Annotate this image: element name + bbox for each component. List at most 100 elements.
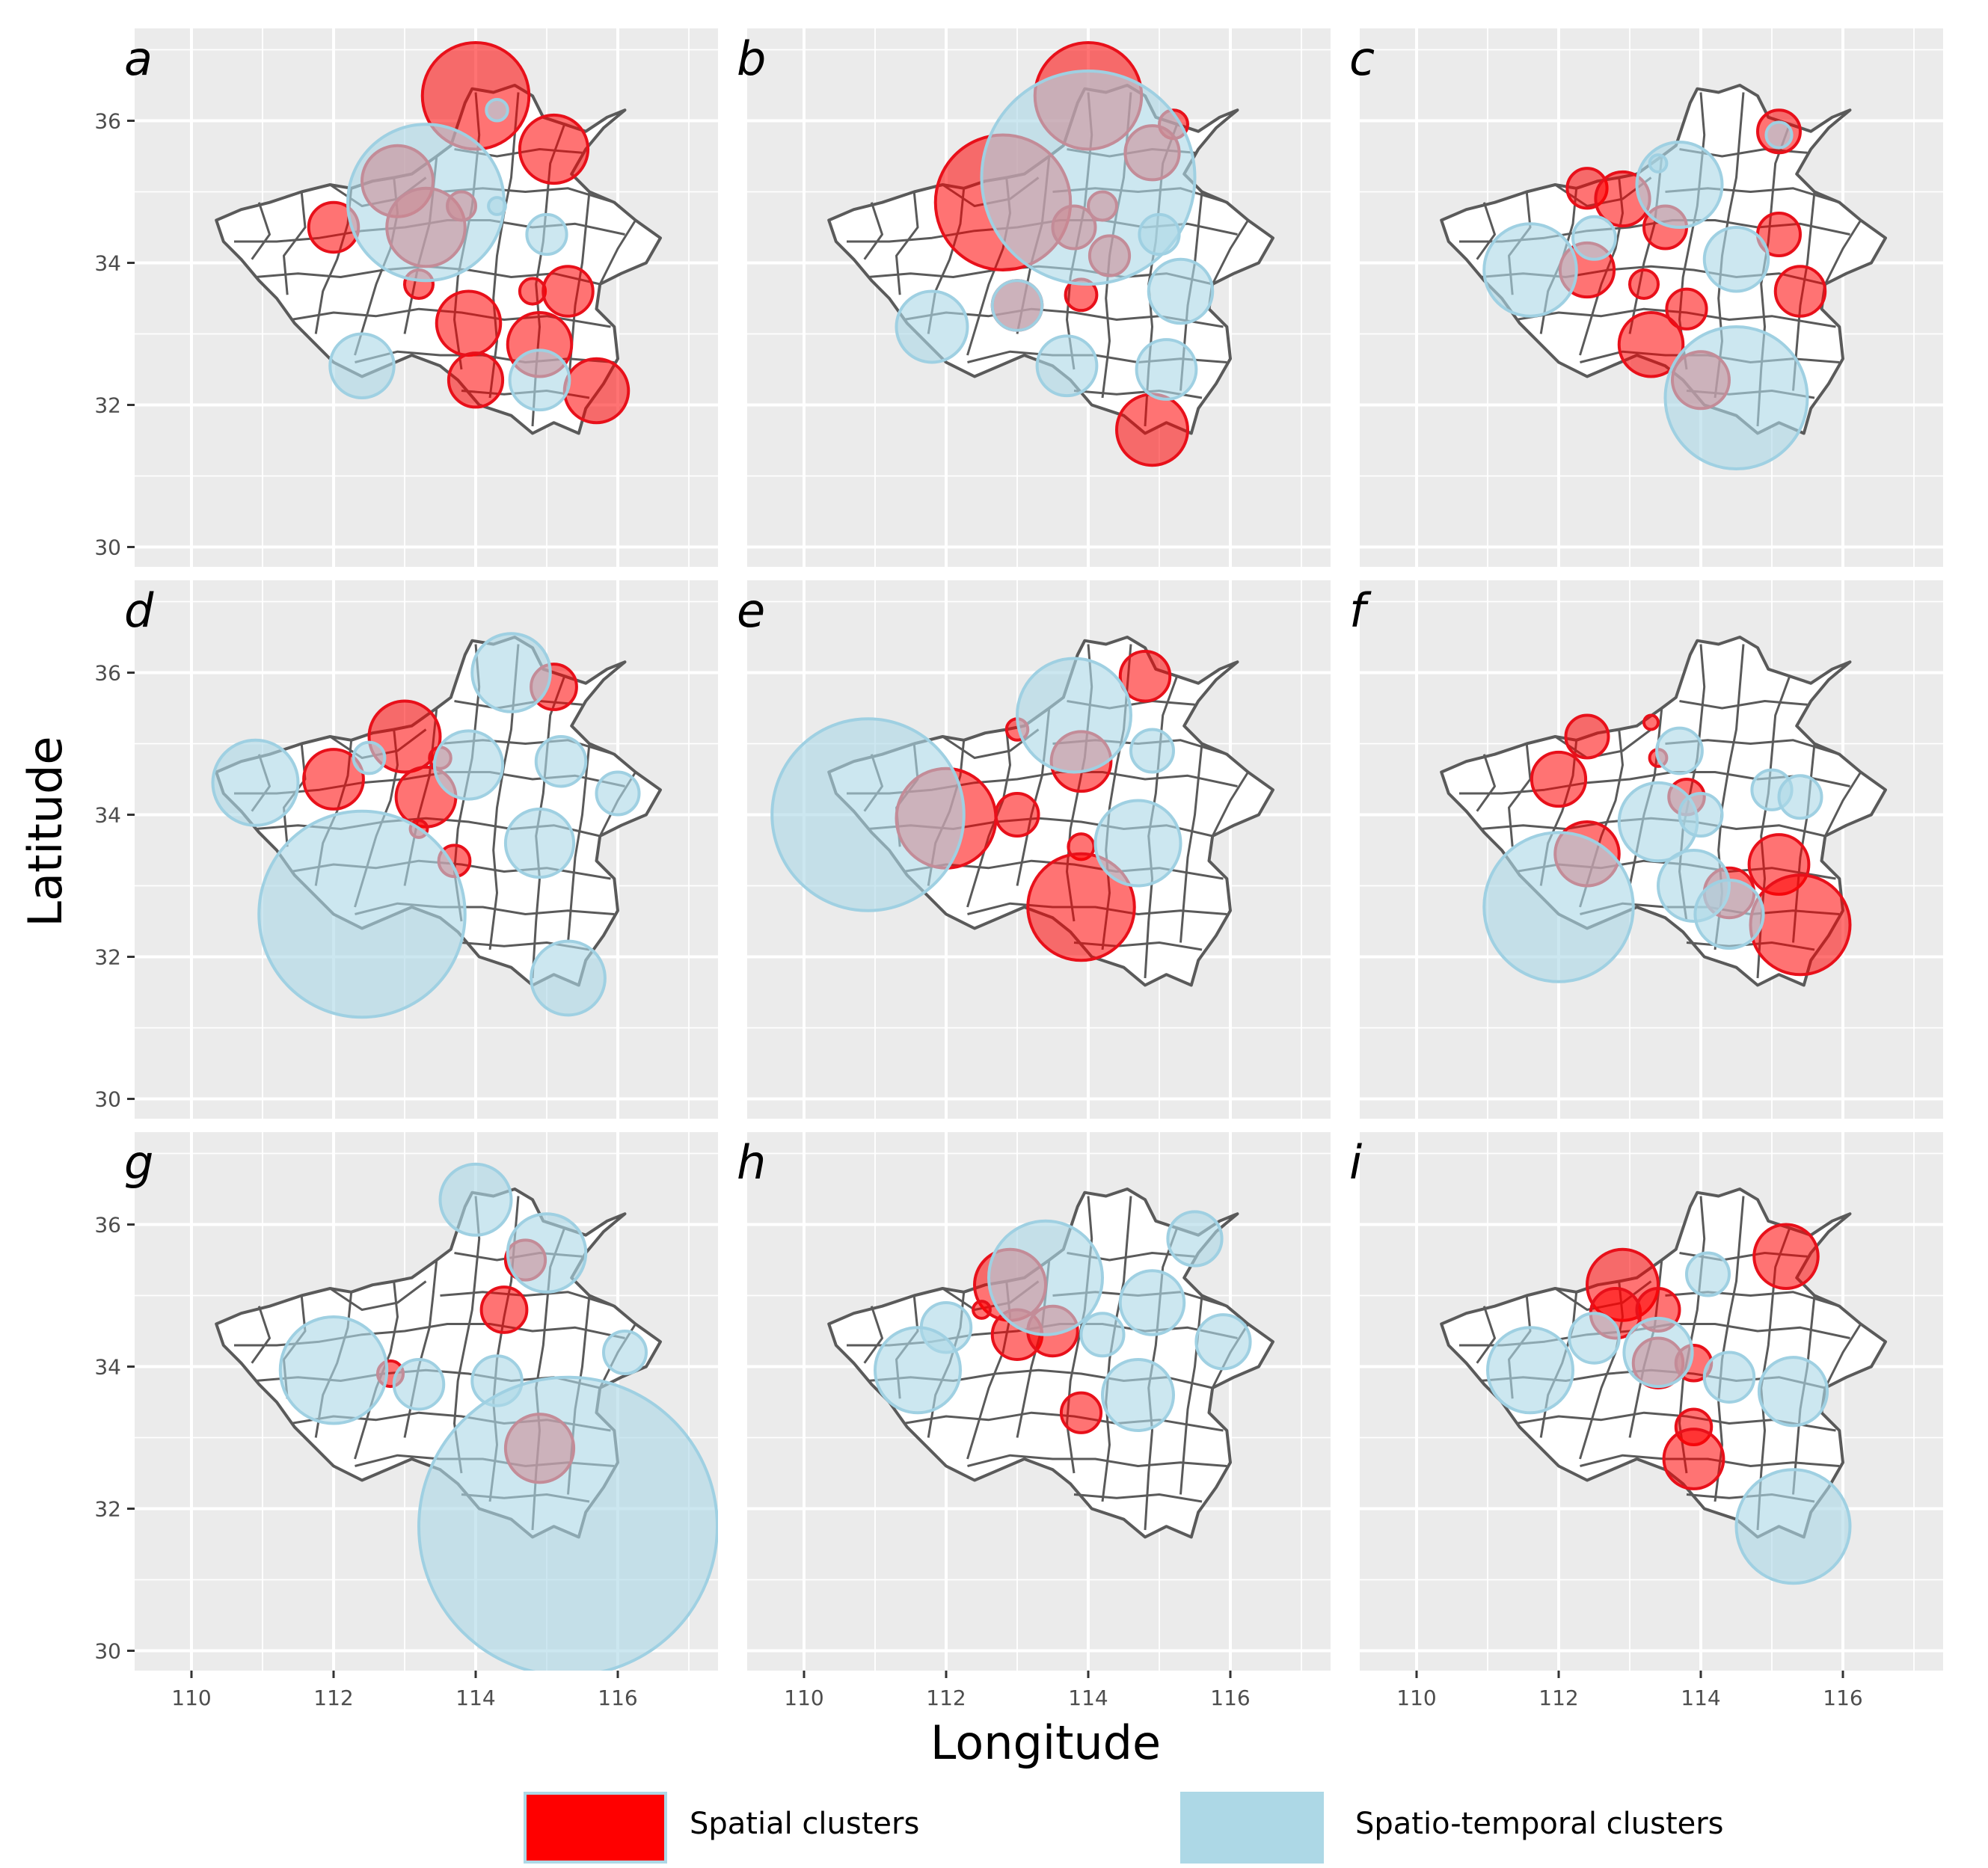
panel-h: h	[737, 1132, 1331, 1671]
spatial-cluster	[1026, 852, 1136, 962]
county-boundary	[967, 1454, 1227, 1467]
spatio-temporal-cluster	[1635, 141, 1724, 229]
panel-content	[1440, 84, 1887, 470]
y-tick-label: 36	[94, 109, 121, 134]
panel-content	[827, 41, 1274, 467]
spatial-cluster	[479, 1285, 529, 1334]
spatio-temporal-cluster	[1648, 153, 1669, 173]
x-tick-label: 110	[784, 1686, 823, 1710]
spatio-temporal-cluster	[1129, 728, 1175, 774]
legend-label-spatio-temporal: Spatio-temporal clusters	[1355, 1807, 1724, 1841]
spatio-temporal-cluster	[1568, 1312, 1621, 1365]
x-tick-label: 116	[1823, 1686, 1862, 1710]
panel-g: g	[124, 1132, 718, 1671]
spatio-temporal-cluster	[1135, 338, 1198, 401]
spatio-temporal-cluster	[530, 939, 607, 1017]
spatial-cluster	[1662, 1428, 1725, 1490]
spatio-temporal-cluster	[1482, 831, 1635, 983]
y-axis-title: Latitude	[18, 736, 73, 927]
spatial-cluster	[518, 277, 547, 306]
map-panels: a b c d e f g h i	[124, 28, 1943, 1671]
spatio-temporal-cluster	[392, 1358, 446, 1411]
spatio-temporal-cluster	[211, 738, 300, 827]
panel-letter: c	[1349, 31, 1375, 86]
county-boundary	[1679, 700, 1808, 710]
spatio-temporal-cluster	[1101, 1358, 1175, 1432]
x-tick-label: 112	[1538, 1686, 1578, 1710]
county-boundary	[1211, 219, 1249, 285]
x-tick-label: 112	[926, 1686, 966, 1710]
x-tick-label: 116	[1210, 1686, 1250, 1710]
y-tick-label: 30	[94, 535, 121, 560]
y-tick-label: 32	[94, 393, 121, 418]
x-tick-label: 114	[455, 1686, 495, 1710]
spatial-cluster	[542, 265, 595, 318]
spatio-temporal-cluster	[1663, 325, 1809, 470]
panel-content	[1440, 1188, 1887, 1585]
spatio-temporal-cluster	[1734, 1468, 1852, 1585]
spatio-temporal-cluster	[1482, 222, 1578, 318]
panel-c: c	[1349, 28, 1943, 567]
panel-a: a	[124, 28, 718, 567]
spatial-cluster	[367, 699, 442, 774]
panel-letter: b	[737, 31, 766, 86]
spatio-temporal-cluster	[770, 717, 966, 912]
panel-content	[827, 1188, 1274, 1539]
spatio-temporal-cluster	[487, 196, 507, 216]
county-boundary	[1179, 743, 1203, 943]
spatio-temporal-cluster	[1702, 1351, 1756, 1404]
panel-i: i	[1349, 1132, 1943, 1671]
spatio-temporal-cluster	[1093, 799, 1182, 888]
spatial-cluster	[1564, 713, 1610, 760]
legend-key-spatial	[524, 1792, 667, 1864]
county-boundary	[440, 1291, 615, 1308]
panel-content	[1440, 636, 1887, 987]
spatial-cluster	[1773, 265, 1827, 318]
y-tick-label: 34	[94, 803, 121, 828]
spatio-temporal-cluster	[595, 770, 641, 817]
spatial-cluster	[435, 289, 503, 357]
spatio-temporal-cluster	[1016, 657, 1132, 774]
spatio-temporal-cluster	[895, 289, 969, 364]
panel-content	[770, 636, 1274, 987]
spatial-cluster	[1749, 873, 1852, 977]
spatio-temporal-cluster	[470, 632, 552, 713]
spatial-cluster	[1628, 268, 1660, 300]
county-boundary	[1823, 219, 1862, 285]
spatio-temporal-cluster	[1655, 726, 1704, 775]
county-boundary	[598, 219, 636, 285]
spatio-temporal-cluster	[485, 98, 509, 123]
spatio-temporal-cluster	[602, 1330, 648, 1375]
spatial-cluster	[972, 1300, 992, 1320]
county-boundary	[1823, 771, 1862, 837]
spatial-cluster	[1642, 713, 1660, 731]
county-boundary	[1211, 771, 1249, 837]
spatio-temporal-cluster	[1138, 212, 1181, 256]
spatio-temporal-cluster	[328, 332, 396, 399]
spatio-temporal-cluster	[438, 1162, 513, 1237]
spatio-temporal-cluster	[1685, 1251, 1731, 1297]
spatial-cluster	[1752, 1223, 1820, 1290]
panel-d: d	[124, 580, 718, 1119]
spatial-cluster	[994, 792, 1040, 838]
panel-letter: a	[124, 31, 153, 86]
panel-f: f	[1349, 580, 1943, 1119]
county-boundary	[251, 1306, 271, 1364]
y-tick-label: 34	[94, 251, 121, 276]
spatio-temporal-cluster	[432, 729, 505, 801]
spatio-temporal-cluster	[534, 735, 588, 788]
spatio-temporal-cluster	[417, 1375, 718, 1671]
x-tick-label: 112	[313, 1686, 353, 1710]
legend-key-spatio-temporal	[1180, 1792, 1324, 1864]
panel-letter: e	[737, 583, 765, 638]
spatio-temporal-cluster	[278, 1315, 389, 1425]
county-boundary	[863, 1306, 883, 1364]
spatio-temporal-cluster	[1079, 1312, 1126, 1358]
spatial-cluster	[1115, 393, 1189, 467]
y-tick-label: 30	[94, 1639, 121, 1664]
x-axis: 110 112 114 116 110 112 114 116 110 112 114 116	[171, 1671, 1863, 1710]
spatio-temporal-cluster	[508, 348, 571, 412]
x-tick-label: 110	[171, 1686, 211, 1710]
spatio-temporal-cluster	[1693, 878, 1765, 950]
